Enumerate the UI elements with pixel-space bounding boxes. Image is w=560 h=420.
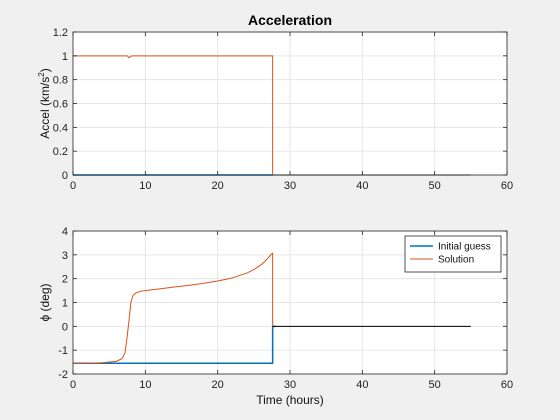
legend-box [404,235,502,273]
legend-entry: Solution [438,255,474,266]
x-tick-label: 60 [501,180,513,192]
y-tick-label: -1 [58,345,68,357]
x-tick-label: 0 [70,180,76,192]
y-tick-label: 2 [62,274,68,286]
x-tick-label: 20 [212,180,224,192]
y-tick-label: 0.2 [53,146,68,158]
x-tick-label: 20 [212,379,224,391]
chart-title: Acceleration [248,12,332,28]
x-tick-label: 50 [429,379,441,391]
y-tick-label: 3 [62,250,68,262]
series-group [73,252,471,365]
x-tick-label: 10 [139,180,151,192]
y-tick-label: -2 [58,369,68,381]
legend: Initial guess Solution [404,235,502,273]
y-axis-label: Accel (km/s2) [37,68,52,138]
y-tick-label: 0.4 [53,122,68,134]
series-solution [73,252,276,364]
x-tick-label: 10 [139,379,151,391]
x-tick-label: 30 [284,379,296,391]
y-tick-label: 0 [62,321,68,333]
y-tick-label: 0 [62,170,68,182]
y-tick-label: 1.2 [53,27,68,39]
y-tick-label: 4 [62,226,68,238]
x-tick-label: 30 [284,180,296,192]
subplot-2: 0 10 20 30 40 50 60 -2 -1 0 1 2 3 4 Time (hours) ϕ (deg… [38,226,513,407]
x-tick-label: 40 [356,180,368,192]
y-tick-label: 1 [62,51,68,63]
x-axis-label: Time (hours) [256,393,324,407]
y-tick-label: 0.6 [53,99,68,111]
x-tick-label: 60 [501,379,513,391]
y-tick-label: 1 [62,298,68,310]
y-axis-label: ϕ (deg) [38,283,52,321]
x-tick-label: 0 [70,379,76,391]
x-tick-label: 50 [429,180,441,192]
legend-entry: Initial guess [438,242,491,253]
x-tick-label: 40 [356,379,368,391]
subplot-1: 0 10 20 30 40 50 60 0 0.2 0.4 0.6 0.8 1 1.2 Accelerati… [37,12,513,192]
y-tick-label: 0.8 [53,75,68,87]
